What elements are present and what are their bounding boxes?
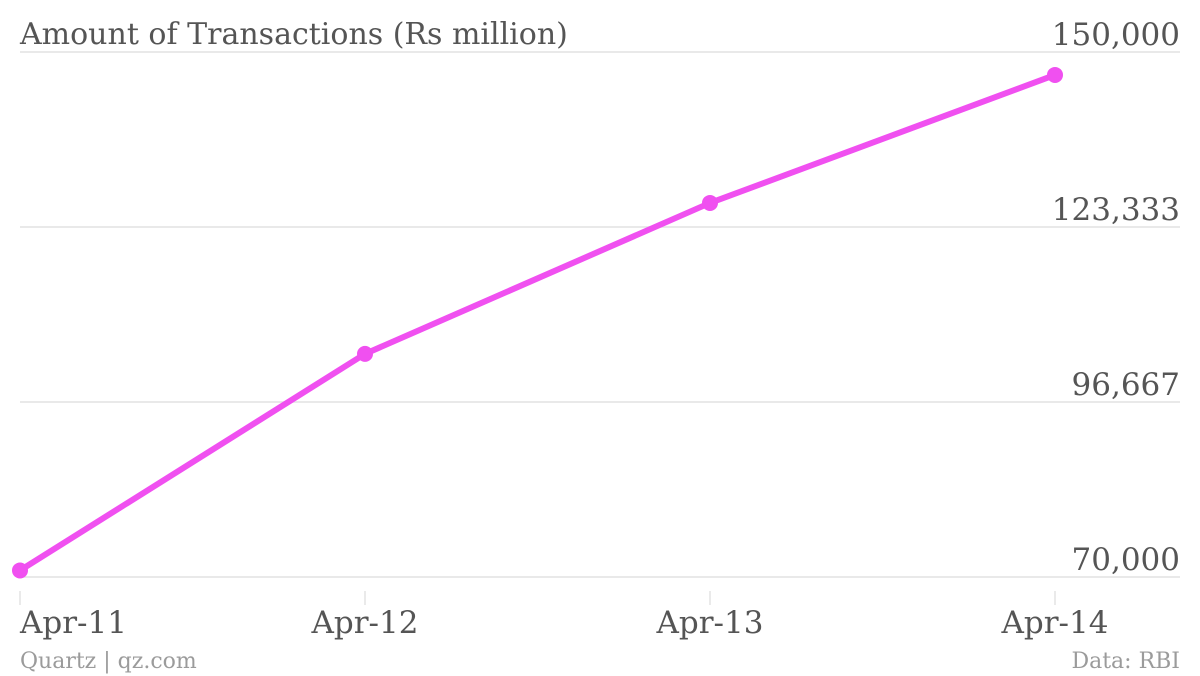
data-point	[357, 345, 373, 362]
data-point	[1047, 66, 1063, 83]
data-point	[702, 194, 718, 211]
series-line	[17, 71, 1058, 574]
x-tick-label: Apr-11	[19, 605, 127, 641]
x-tick-label: Apr-13	[656, 605, 764, 641]
y-tick-label: 70,000	[1072, 542, 1180, 578]
source-credit: Quartz | qz.com	[20, 649, 197, 674]
x-axis-labels: Apr-11 Apr-12 Apr-13 Apr-14	[19, 605, 1108, 641]
y-tick-label: 150,000	[1052, 17, 1180, 53]
x-tick-label: Apr-12	[311, 605, 419, 641]
y-axis-labels: 70,000 96,667 123,333 150,000	[1052, 17, 1180, 578]
chart-title: Amount of Transactions (Rs million)	[19, 17, 568, 52]
gridlines	[20, 51, 1180, 578]
y-tick-label: 123,333	[1052, 192, 1180, 228]
y-tick-label: 96,667	[1072, 367, 1180, 403]
data-point	[12, 562, 28, 579]
x-axis-ticks	[19, 591, 1056, 605]
x-tick-label: Apr-14	[1001, 605, 1109, 641]
series-layer	[12, 66, 1063, 579]
data-source: Data: RBI	[1071, 649, 1180, 674]
